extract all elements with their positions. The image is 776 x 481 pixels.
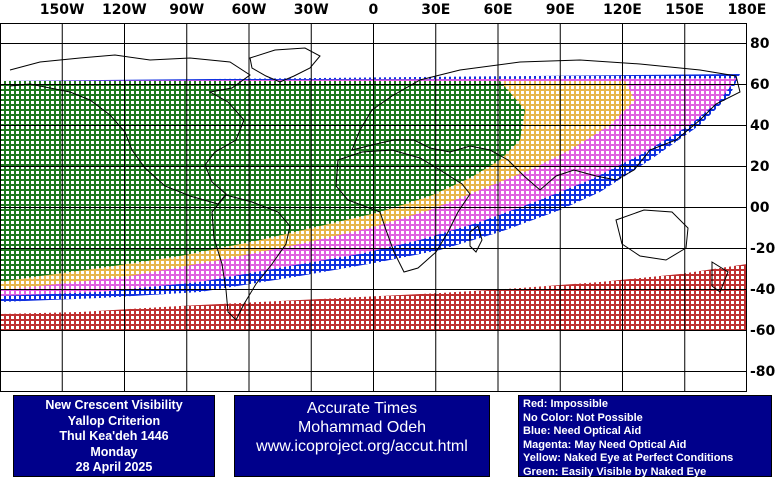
latitude-label: -20 <box>750 240 776 257</box>
visibility-map <box>0 23 747 392</box>
longitude-label: 120E <box>603 2 642 18</box>
longitude-label: 180E <box>727 2 767 18</box>
latitude-label: 20 <box>750 158 770 175</box>
legend-box: Red: Impossible No Color: Not Possible B… <box>518 395 772 478</box>
crescent-info-box: New Crescent Visibility Yallop Criterion… <box>13 395 215 477</box>
longitude-label: 60E <box>483 2 513 18</box>
latitude-label: -60 <box>750 322 776 339</box>
longitude-label: 150W <box>39 2 85 18</box>
graticule <box>0 23 747 392</box>
longitude-label: 30W <box>293 2 329 18</box>
legend-magenta: Magenta: May Need Optical Aid <box>523 438 687 451</box>
longitude-label: 90W <box>169 2 205 18</box>
zone-green <box>0 81 525 282</box>
longitude-label: 0 <box>368 2 379 18</box>
info-weekday: Monday <box>90 444 138 459</box>
longitude-label: 120W <box>102 2 147 18</box>
longitude-label: 60W <box>231 2 267 18</box>
latitude-label: 40 <box>750 117 770 134</box>
credits-url[interactable]: www.icoproject.org/accut.html <box>256 438 468 455</box>
info-date: 28 April 2025 <box>75 460 153 474</box>
credits-box: Accurate Times Mohammad Odeh www.icoproj… <box>234 395 490 477</box>
longitude-label: 90E <box>545 2 575 18</box>
map-frame <box>0 23 747 392</box>
legend-red: Red: Impossible <box>523 398 608 410</box>
legend-yellow: Yellow: Naked Eye at Perfect Conditions <box>523 452 734 464</box>
latitude-label: -80 <box>750 363 776 380</box>
latitude-label: 80 <box>750 35 770 52</box>
latitude-label: -40 <box>750 281 776 298</box>
legend-green: Green: Easily Visible by Naked Eye <box>523 465 707 478</box>
credits-line1: Accurate Times <box>306 400 418 417</box>
longitude-label: 150E <box>665 2 705 18</box>
latitude-label: 60 <box>750 76 770 93</box>
legend-none: No Color: Not Possible <box>523 411 643 424</box>
info-criterion: Yallop Criterion <box>67 413 161 428</box>
info-month: Thul Kea'deh 1446 <box>59 429 169 443</box>
longitude-label: 30E <box>421 2 451 18</box>
credits-author: Mohammad Odeh <box>297 419 427 436</box>
legend-blue: Blue: Need Optical Aid <box>523 425 642 437</box>
info-title: New Crescent Visibility <box>45 398 183 412</box>
latitude-label: 00 <box>750 199 770 216</box>
